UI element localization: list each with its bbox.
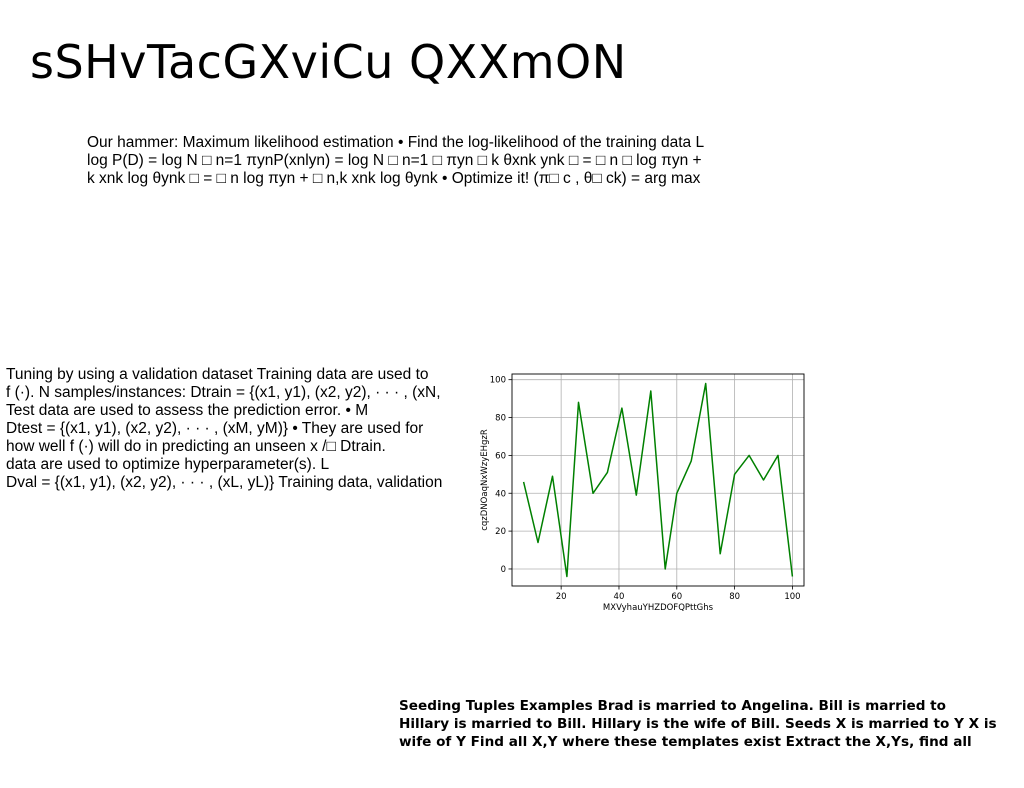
validation-line: f (·). N samples/instances: Dtrain = {(x… [6,384,441,401]
validation-line: data are used to optimize hyperparameter… [6,456,330,473]
y-axis-label: cqzDNOaqNxWzyEHgzR [480,429,490,531]
validation-line: Dval = {(x1, y1), (x2, y2), · · · , (xL,… [6,474,443,491]
plot-frame [511,373,805,587]
y-tick-label: 40 [495,489,506,499]
validation-line: Test data are used to assess the predict… [6,402,369,419]
slide-title: sSHvTacGXviCu QXXmON [30,35,627,89]
x-tick-label: 60 [671,592,682,602]
chart-svg: 20 40 60 80 100 0 20 40 60 80 100 MXVyhauYHZDOFQPtt… [480,373,805,613]
y-tick-label: 100 [490,376,506,386]
y-tick-label: 60 [495,451,506,461]
series-line [522,382,794,578]
x-tick-label: 80 [729,592,740,602]
validation-paragraph: Tuning by using a validation dataset Tra… [6,366,466,492]
x-tick-label: 20 [556,592,567,602]
validation-line: how well f (·) will do in predicting an … [6,438,386,455]
y-tick-label: 20 [495,527,506,537]
mle-line: k xnk log θynk □ = □ n log πyn + □ n,k x… [87,170,701,187]
seeding-line: Seeding Tuples Examples Brad is married … [399,698,947,714]
x-tick-label: 40 [614,592,625,602]
x-axis-label: MXVyhauYHZDOFQPttGhs [603,603,714,613]
mle-line: log P(D) = log N □ n=1 πynP(xnlyn) = log… [87,152,702,169]
y-tick-label: 80 [495,414,506,424]
seeding-line: wife of Y Find all X,Y where these templ… [399,734,972,750]
mle-line: Our hammer: Maximum likelihood estimatio… [87,134,705,151]
validation-line: Dtest = {(x1, y1), (x2, y2), · · · , (xM… [6,420,424,437]
validation-line: Tuning by using a validation dataset Tra… [6,366,429,383]
x-tick-label: 100 [784,592,800,602]
seeding-paragraph: Seeding Tuples Examples Brad is married … [399,697,1023,751]
mle-paragraph: Our hammer: Maximum likelihood estimatio… [87,134,767,188]
y-tick-label: 0 [501,565,506,575]
line-chart: 20 40 60 80 100 0 20 40 60 80 100 MXVyhauYHZDOFQPtt… [476,366,816,616]
seeding-line: Hillary is married to Bill. Hillary is t… [399,716,997,732]
